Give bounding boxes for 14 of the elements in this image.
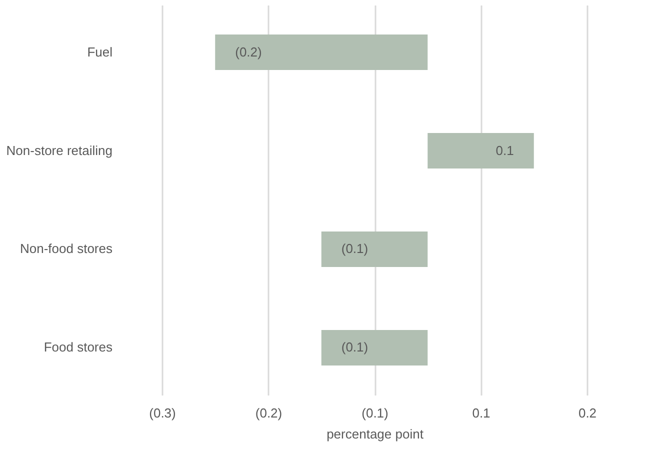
data-label: (0.1) [341,340,368,355]
y-tick-label: Fuel [87,44,113,60]
x-tick-label: (0.3) [149,406,176,420]
x-tick-label: (0.2) [255,406,282,420]
y-tick-label: Non-store retailing [6,142,112,158]
y-tick-label: Non-food stores [20,241,113,256]
data-label: (0.2) [235,44,262,60]
x-tick-label: 0.1 [472,406,490,420]
x-tick-label: (0.1) [362,406,388,420]
data-label: 0.1 [496,142,514,158]
x-tick-label: 0.2 [578,406,597,420]
data-label: (0.1) [341,241,368,256]
x-axis-title: percentage point [326,426,424,442]
y-tick-label: Food stores [44,340,113,355]
